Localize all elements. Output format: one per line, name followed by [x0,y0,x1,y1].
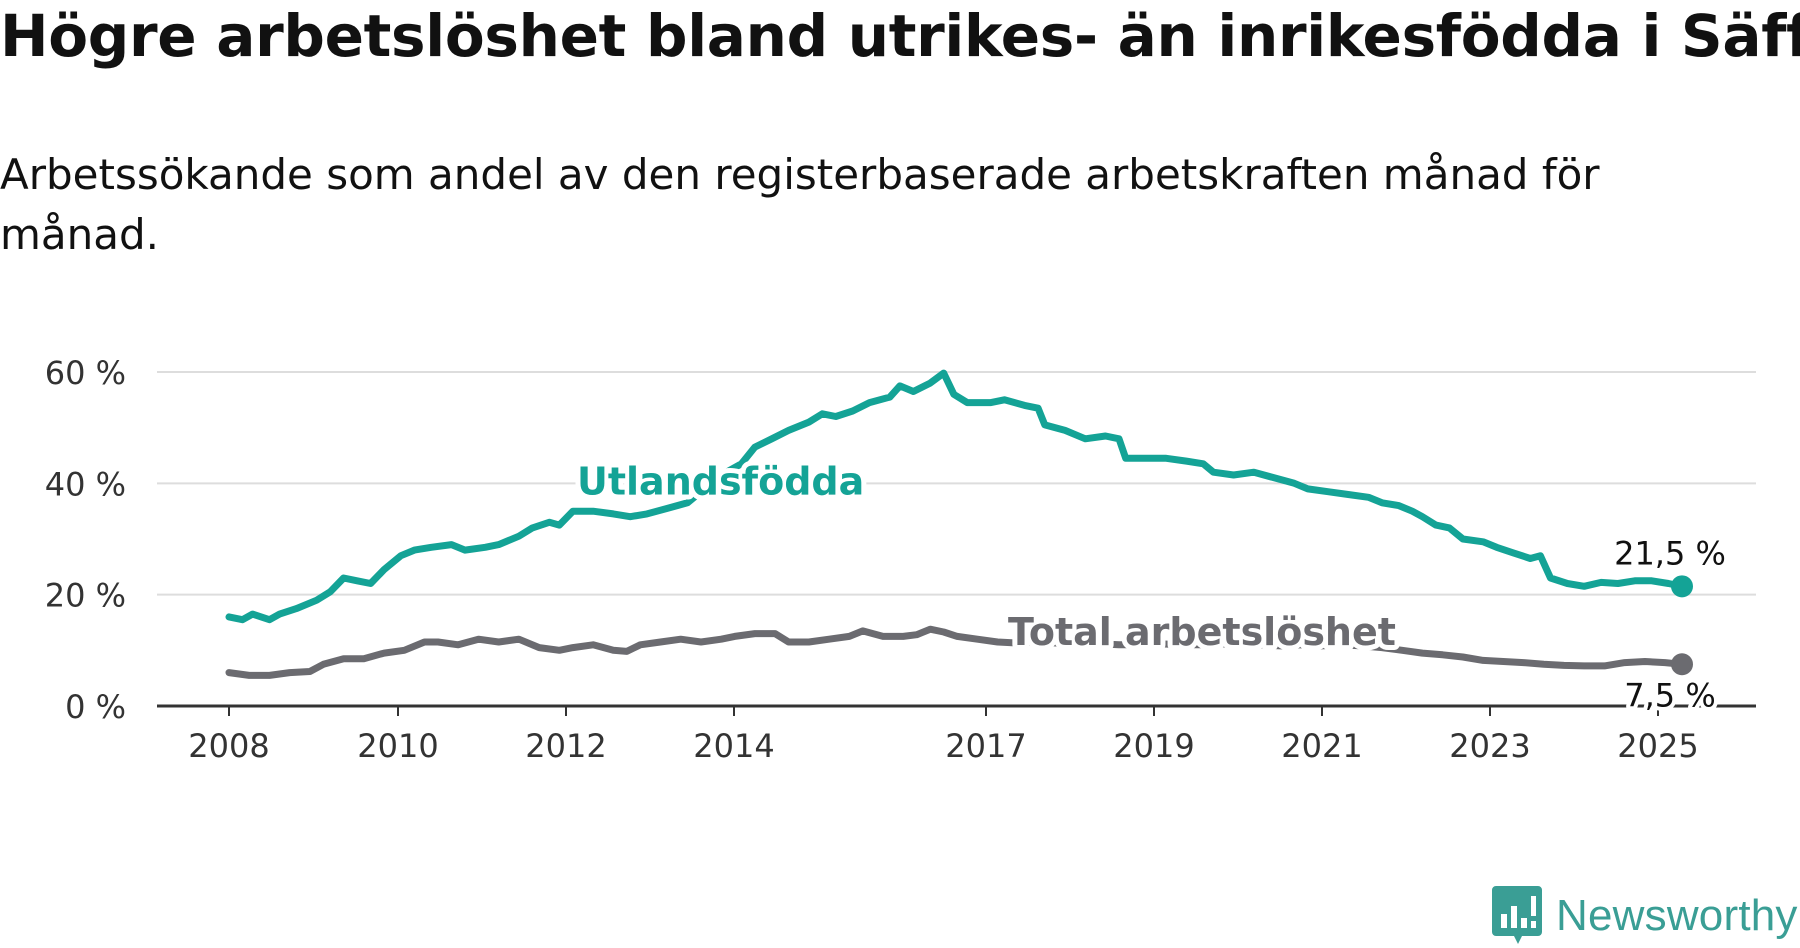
gridlines [157,371,1756,596]
end-value-label: 21,5 % [1614,534,1726,572]
x-axis: 2008 2010 2012 2014 2017 2019 2021 2023 2025 [157,704,1756,765]
brand-name: Newsworthy [1556,891,1798,940]
series-line-1 [225,625,1686,679]
x-tick-label: 2012 [525,727,606,765]
x-tick-label: 2017 [945,727,1026,765]
series-line-0 [225,369,1686,624]
series-lines [225,369,1693,679]
line-chart: 0 % 20 % 40 % 60 % 2008 2010 2012 2014 2017 2019… [45,354,1756,765]
end-value-halo: 21,5 % [1614,534,1726,572]
y-tick-label: 60 % [45,354,126,392]
series-end-point-0 [1671,575,1693,598]
series-name-label: Total arbetslöshet [1008,610,1396,654]
newsworthy-chart-bubble-icon [1492,886,1542,944]
chart-title: Högre arbetslöshet bland utrikes- än inr… [0,2,1800,70]
x-tick-label: 2023 [1449,727,1530,765]
x-tick-label: 2010 [357,727,438,765]
x-tick-label: 2008 [188,727,269,765]
x-tick-label: 2019 [1113,727,1194,765]
brand-logo: Newsworthy [1492,886,1798,946]
x-tick-label: 2014 [693,727,774,765]
y-axis: 0 % 20 % 40 % 60 % [45,354,126,726]
y-tick-label: 20 % [45,577,126,615]
x-tick-label: 2025 [1617,727,1698,765]
end-value-label: 7,5 % [1624,676,1715,714]
series-name-label: Utlandsfödda [577,459,864,503]
chart-subtitle: Arbetssökande som andel av den registerb… [0,150,1600,259]
y-tick-label: 40 % [45,465,126,503]
series-name-halo: Total arbetslöshet [1008,610,1396,654]
series-name-halo: Utlandsfödda [577,459,864,503]
end-value-halo: 7,5 % [1624,676,1715,714]
series-end-point-1 [1671,653,1693,676]
x-tick-label: 2021 [1281,727,1362,765]
y-tick-label: 0 % [65,688,126,726]
